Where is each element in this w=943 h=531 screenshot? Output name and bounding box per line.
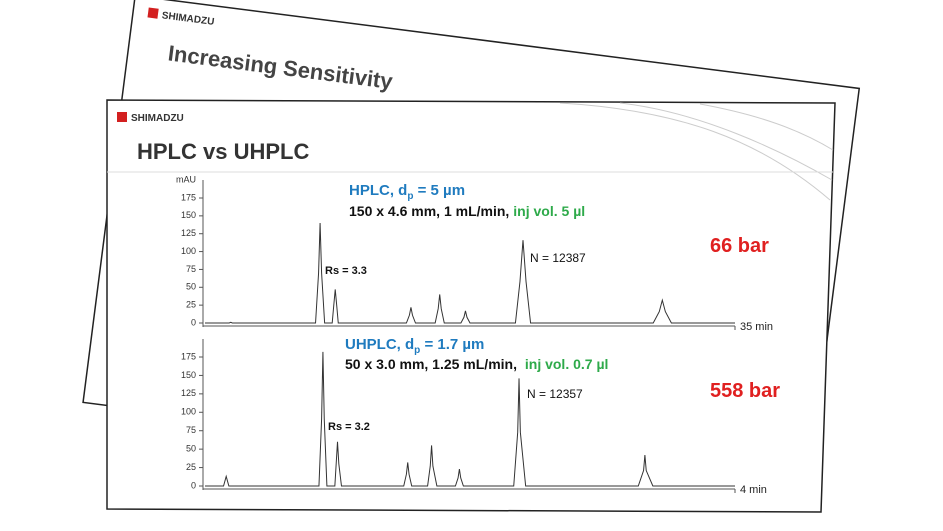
method-rest: = 5 µm <box>413 182 465 199</box>
y-tick-label: 175 <box>181 351 196 361</box>
resolution-label: Rs = 3.2 <box>328 421 370 433</box>
pressure-label: 558 bar <box>710 380 780 402</box>
method-label: HPLC, dp = 5 µm <box>349 182 465 202</box>
conditions-label: 50 x 3.0 mm, 1.25 mL/min, inj vol. 0.7 µ… <box>345 356 608 372</box>
front-slide: SHIMADZU HPLC vs UHPLC <box>106 99 836 513</box>
conditions: 50 x 3.0 mm, 1.25 mL/min, <box>345 356 517 372</box>
chromatogram-trace <box>205 222 735 324</box>
injection: inj vol. 0.7 µl <box>521 356 608 372</box>
method-subscript: p <box>414 345 420 356</box>
logo-icon <box>117 112 127 122</box>
chromatogram-trace <box>205 351 735 487</box>
y-tick-label: 25 <box>186 300 196 310</box>
y-tick-label: 150 <box>181 210 196 220</box>
slide-title: HPLC vs UHPLC <box>137 139 309 164</box>
conditions-label: 150 x 4.6 mm, 1 mL/min, inj vol. 5 µl <box>349 203 585 219</box>
resolution-label: Rs = 3.3 <box>325 265 367 277</box>
y-tick-label: 50 <box>186 282 196 292</box>
conditions: 150 x 4.6 mm, 1 mL/min, <box>349 203 509 219</box>
method-subscript: p <box>407 191 413 202</box>
method-name: HPLC, d <box>349 182 407 199</box>
decoration <box>559 102 834 201</box>
slide-frame <box>106 99 836 513</box>
y-tick-label: 0 <box>191 317 196 327</box>
injection: inj vol. 5 µl <box>513 203 585 219</box>
y-tick-label: 125 <box>181 388 196 398</box>
pressure-label: 66 bar <box>710 235 769 257</box>
logo-text: SHIMADZU <box>131 113 184 124</box>
y-tick-label: 75 <box>186 264 196 274</box>
x-tick-label: 35 min <box>740 321 773 333</box>
y-tick-label: 25 <box>186 462 196 472</box>
y-tick-label: 100 <box>181 407 196 417</box>
y-tick-label: 0 <box>191 480 196 490</box>
y-tick-label: 125 <box>181 228 196 238</box>
y-tick-label: 75 <box>186 425 196 435</box>
y-tick-label: 100 <box>181 246 196 256</box>
y-axis-label: mAU <box>176 174 196 184</box>
plates-label: N = 12357 <box>527 387 583 401</box>
method-rest: = 1.7 µm <box>420 336 484 353</box>
y-tick-label: 175 <box>181 192 196 202</box>
logo-icon <box>147 7 159 19</box>
x-tick-label: 4 min <box>740 484 767 496</box>
method-label: UHPLC, dp = 1.7 µm <box>345 336 484 356</box>
y-tick-label: 150 <box>181 370 196 380</box>
plates-label: N = 12387 <box>530 251 586 265</box>
method-name: UHPLC, d <box>345 336 414 353</box>
y-tick-label: 50 <box>186 444 196 454</box>
